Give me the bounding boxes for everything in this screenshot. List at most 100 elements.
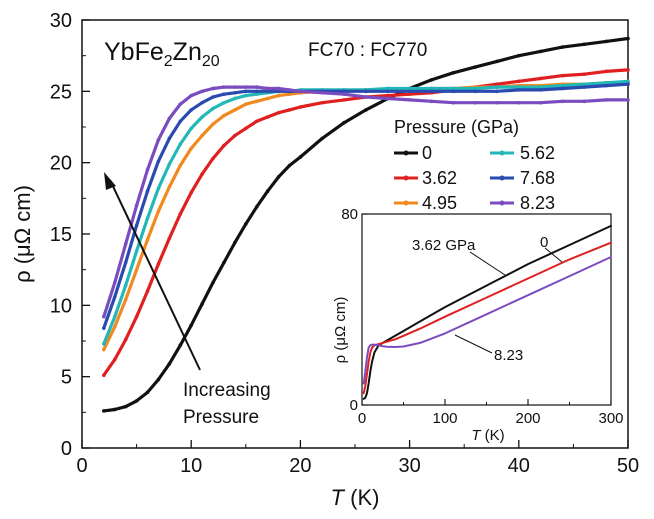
data-point-8-23	[495, 100, 499, 105]
data-point-7-68	[254, 89, 259, 94]
legend-label-7-68: 7.68	[520, 168, 555, 188]
data-point-3-62	[254, 119, 259, 124]
data-point-7-68	[123, 260, 128, 265]
x-axis-title: T (K)	[331, 485, 380, 510]
data-point-5-62	[145, 216, 150, 221]
data-point-4-95	[244, 102, 248, 106]
data-point-8-23	[178, 102, 183, 106]
data-point-5-62	[582, 82, 587, 86]
data-point-0	[320, 136, 325, 141]
legend-marker-3-62	[403, 175, 409, 181]
legend-label-8-23: 8.23	[520, 193, 555, 213]
data-point-3-62	[560, 73, 565, 78]
data-point-8-23	[254, 85, 259, 89]
data-point-8-23	[429, 99, 434, 104]
y-tick-label-5: 5	[61, 367, 72, 389]
y-tick-label-10: 10	[50, 295, 72, 317]
data-point-0	[200, 302, 204, 306]
data-point-3-62	[517, 79, 521, 84]
data-point-5-62	[538, 85, 543, 89]
data-point-8-23	[145, 168, 150, 172]
data-point-3-62	[145, 289, 150, 293]
main-axis-ticks: 0 10 20 30 40 50 0 5 10 15 20 25 30	[50, 10, 639, 477]
data-point-7-68	[156, 159, 161, 164]
data-point-4-95	[233, 108, 237, 112]
data-point-7-68	[342, 89, 346, 94]
data-point-3-62	[156, 262, 161, 266]
data-point-4-95	[145, 237, 150, 242]
data-point-5-62	[517, 85, 521, 89]
legend-marker-5-62	[499, 150, 505, 156]
data-point-3-62	[287, 108, 292, 112]
data-point-8-23	[604, 98, 608, 102]
inset-series-line-3-62	[362, 241, 612, 395]
inset-label-0: 0	[540, 234, 548, 251]
data-point-4-95	[254, 99, 259, 104]
data-point-5-62	[385, 86, 390, 91]
data-point-0	[364, 108, 368, 112]
data-point-0	[582, 42, 587, 47]
data-point-7-68	[451, 89, 456, 94]
series-line-0	[102, 36, 630, 413]
data-point-0	[342, 120, 346, 125]
data-point-0	[495, 59, 499, 64]
legend-marker-4-95	[403, 200, 409, 206]
data-point-7-68	[604, 83, 608, 88]
data-point-0	[222, 260, 226, 265]
y-tick-label-20: 20	[50, 153, 72, 175]
data-point-4-95	[112, 324, 117, 329]
chart-subtitle: FC70 : FC770	[308, 40, 427, 61]
data-point-0	[254, 205, 259, 209]
data-point-7-68	[244, 89, 248, 94]
data-point-7-68	[189, 108, 193, 112]
data-point-5-62	[560, 83, 565, 88]
data-point-4-95	[276, 93, 281, 98]
data-point-8-23	[167, 116, 172, 121]
data-point-5-62	[495, 85, 499, 89]
inset-axis-ticks: 0 100 200 300 0 80	[341, 206, 623, 427]
data-point-8-23	[265, 86, 270, 91]
data-point-5-62	[189, 126, 193, 131]
data-point-5-62	[123, 283, 128, 288]
series-line-8-23	[102, 85, 630, 319]
data-point-3-62	[385, 93, 390, 98]
inset-leader-362	[469, 251, 506, 276]
legend-label-3-62: 3.62	[422, 168, 457, 188]
data-point-7-68	[145, 189, 150, 193]
data-point-4-95	[167, 185, 172, 189]
data-point-8-23	[320, 90, 325, 95]
data-point-5-62	[626, 79, 630, 84]
inset-y-axis-title: ρ (μΩ cm)	[332, 297, 349, 364]
chart-title: YbFe2Zn20	[104, 38, 220, 70]
data-point-8-23	[473, 100, 477, 105]
data-point-3-62	[112, 357, 117, 362]
data-point-5-62	[429, 86, 434, 91]
data-point-7-68	[517, 88, 521, 92]
data-point-7-68	[407, 89, 412, 94]
data-point-8-23	[582, 99, 587, 104]
data-point-7-68	[626, 82, 630, 86]
data-point-8-23	[156, 138, 161, 142]
data-point-0	[123, 404, 128, 409]
data-point-3-62	[495, 82, 499, 86]
y-tick-label-0: 0	[61, 438, 72, 460]
inset-x-tick-label-300: 300	[598, 410, 623, 427]
data-point-7-68	[134, 223, 139, 228]
series-line-7-68	[102, 82, 630, 330]
data-point-8-23	[244, 85, 248, 89]
data-point-8-23	[123, 242, 128, 246]
data-point-3-62	[538, 76, 543, 81]
data-point-5-62	[451, 86, 456, 91]
legend-label-4-95: 4.95	[422, 193, 457, 213]
data-point-7-68	[538, 88, 543, 92]
legend-marker-7-68	[499, 175, 505, 181]
data-point-8-23	[189, 93, 193, 98]
data-point-7-68	[495, 89, 499, 94]
data-point-3-62	[189, 190, 193, 195]
data-point-0	[517, 53, 521, 58]
data-point-8-23	[134, 203, 139, 208]
inset-label-362: 3.62 GPa	[412, 237, 476, 254]
y-tick-label-15: 15	[50, 224, 72, 246]
data-point-3-62	[134, 314, 139, 319]
inset-label-823: 8.23	[494, 347, 523, 364]
